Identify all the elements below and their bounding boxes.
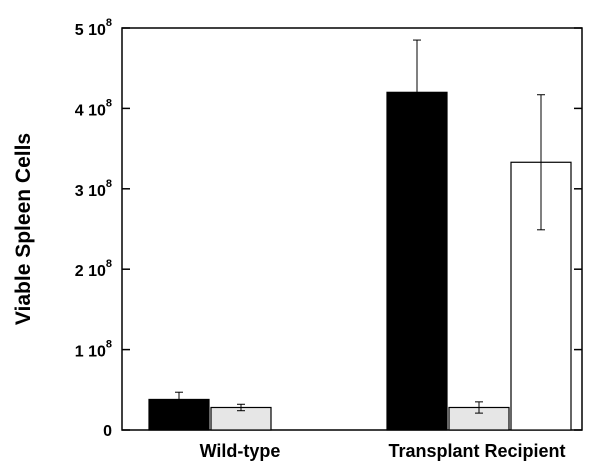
category-label: Transplant Recipient <box>388 441 565 461</box>
y-tick-exponent: 8 <box>106 17 112 29</box>
y-tick-labels: 0 1 108 2 108 3 108 4 108 5 108 <box>75 17 112 440</box>
error-bars <box>175 39 545 414</box>
bar <box>386 91 448 431</box>
plot-frame <box>121 27 583 431</box>
y-tick-label: 0 <box>103 423 112 440</box>
y-tick-exponent: 8 <box>106 178 112 190</box>
y-tick-label: 5 108 <box>75 17 112 39</box>
y-tick-exponent: 8 <box>106 97 112 109</box>
y-tick-exponent: 8 <box>106 339 112 351</box>
y-axis-title: Viable Spleen Cells <box>12 133 35 325</box>
y-tick-exponent: 8 <box>106 258 112 270</box>
y-tick-label: 3 108 <box>75 178 112 200</box>
y-tick-label: 4 108 <box>75 97 112 119</box>
bars <box>148 91 572 431</box>
category-labels: Wild-type Transplant Recipient <box>200 441 566 461</box>
y-tick-label: 2 108 <box>75 258 112 280</box>
category-label: Wild-type <box>200 441 281 461</box>
y-tick-label: 1 108 <box>75 339 112 361</box>
tick-marks <box>122 27 582 431</box>
